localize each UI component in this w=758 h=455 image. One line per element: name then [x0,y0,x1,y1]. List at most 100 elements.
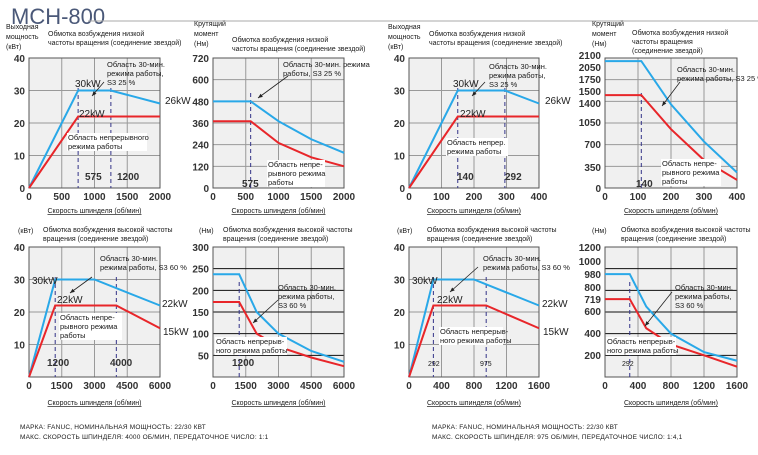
region-label: режима работы, [107,69,163,78]
y-tick-label: 30 [14,276,26,287]
power-label: 15kW [163,327,189,338]
region-label: ного режима работы [607,346,678,355]
region-label: Область непре- [662,159,717,168]
y-tick-label: 1000 [579,257,602,268]
chart-1: 0 500 1000 1500 2000 0 10 20 30 40 575 1200 Выходная… [6,24,191,215]
region-label-bg [59,331,122,340]
arrow-head-icon [258,93,263,98]
power-label: 30kW [453,79,479,90]
s3-duty-curve [213,273,345,363]
power-label: 22kW [542,299,568,310]
x-tick-label: 1000 [267,192,290,203]
y-tick-label: 10 [14,152,26,163]
callout-arrow [257,75,289,99]
chart-subtitle: Обмотка возбуждения высокой частоты [427,226,557,234]
x-axis-title: Скорость шпинделя (об/мин) [624,399,718,407]
region-label: режима работы, S3 60 % [100,263,187,272]
chart-7: 0 400 800 1200 1600 10 20 30 40 292 975 (кВт) Обмотк… [394,226,570,407]
region-label: ного режима работы [440,336,511,345]
x-tick-label: 0 [406,192,412,203]
y-tick-label: 400 [584,329,601,340]
plot-frame [28,246,161,378]
speed-marker-label: 575 [85,172,102,183]
y-tick-label: 40 [14,54,26,65]
region-label-bg [59,322,122,331]
x-tick-label: 400 [729,192,746,203]
y-axis-title: момент [194,31,219,38]
continuous-duty-curve [28,304,161,378]
region-label-bg [446,147,508,156]
x-tick-label: 400 [433,381,450,392]
x-tick-label: 1600 [726,381,749,392]
y-tick-label: 300 [192,243,209,254]
chart-subtitle: Обмотка возбуждения низкой [232,36,328,44]
y-tick-label: 600 [192,76,209,87]
footer-right-line-2: МАКС. СКОРОСТЬ ШПИНДЕЛЯ: 975 ОБ/МИН, ПЕР… [432,434,683,441]
y-tick-label: 200 [584,351,601,362]
y-tick-label: 0 [399,184,405,195]
y-tick-label: 1200 [579,243,602,254]
power-label: 22kW [79,109,105,120]
x-axis-title: Скорость шпинделя (об/мин) [47,399,141,407]
x-tick-label: 400 [531,192,548,203]
y-tick-label: 1500 [579,87,602,98]
s3-duty-curve [213,100,345,154]
chart-subtitle: Обмотка возбуждения низкой [429,30,525,38]
chart-subtitle: вращения (соединение звездой) [621,235,726,243]
region-label: работы [60,331,85,340]
region-label: Область 30-мин. [100,254,158,263]
region-label: S3 25 % [489,80,518,89]
x-tick-label: 1500 [51,381,74,392]
y-axis-title: (Нм) [199,228,214,235]
chart-subtitle: частоты вращения (соединение звездой) [48,39,181,47]
y-tick-label: 2100 [579,51,602,62]
callout-arrow [661,81,681,107]
power-label: 22kW [437,295,463,306]
power-label: 26kW [545,96,571,107]
arrow-head-icon [662,101,667,106]
x-tick-label: 1600 [528,381,551,392]
y-tick-label: 720 [192,54,209,65]
y-axis-title: (Нм) [592,228,607,235]
chart-2: 0 500 1000 1500 2000 0 120 240 360 480 600 720 575 Кр… [192,20,370,215]
region-label-bg [439,336,503,345]
y-axis-title: мощность [388,34,421,41]
y-tick-label: 2050 [579,63,602,74]
region-label-bg [215,337,287,346]
speed-marker-label: 140 [457,172,474,183]
x-axis-title: Скорость шпинделя (об/мин) [231,207,325,215]
x-tick-label: 1200 [693,381,716,392]
s3-duty-curve [408,89,540,189]
region-label: работы, S3 25 % [283,69,341,78]
y-axis-title: (Нм) [592,41,607,48]
arrow-head-icon [253,318,258,323]
s3-duty-curve [605,273,738,362]
y-tick-label: 120 [192,162,209,173]
y-tick-label: 50 [198,351,210,362]
y-tick-label: 600 [584,307,601,318]
x-tick-label: 4500 [300,381,323,392]
x-tick-label: 3000 [267,381,290,392]
region-label: режима работы, [278,292,334,301]
region-label: Область 30-мин. [677,65,735,74]
callout-arrow [252,299,279,324]
speed-marker-label: 292 [505,172,522,183]
region-label: работы [662,177,687,186]
x-tick-label: 4500 [116,381,139,392]
chart-subtitle: Обмотка возбуждения низкой [48,30,144,38]
y-axis-title: (кВт) [18,228,33,235]
x-tick-label: 6000 [333,381,356,392]
x-tick-label: 200 [663,192,680,203]
region-label: S3 60 % [278,301,307,310]
y-tick-label: 10 [14,341,26,352]
y-tick-label: 350 [584,163,601,174]
plot-frame [408,246,540,378]
region-label-bg [446,138,508,147]
y-tick-label: 700 [584,140,601,151]
chart-subtitle: частоты вращения [632,39,693,46]
region-label-bg [67,133,147,142]
chart-subtitle: частоты вращения (соединение звездой) [429,39,562,47]
x-axis-title: Скорость шпинделя (об/мин) [427,207,521,215]
x-tick-label: 200 [466,192,483,203]
x-tick-label: 1500 [300,192,323,203]
